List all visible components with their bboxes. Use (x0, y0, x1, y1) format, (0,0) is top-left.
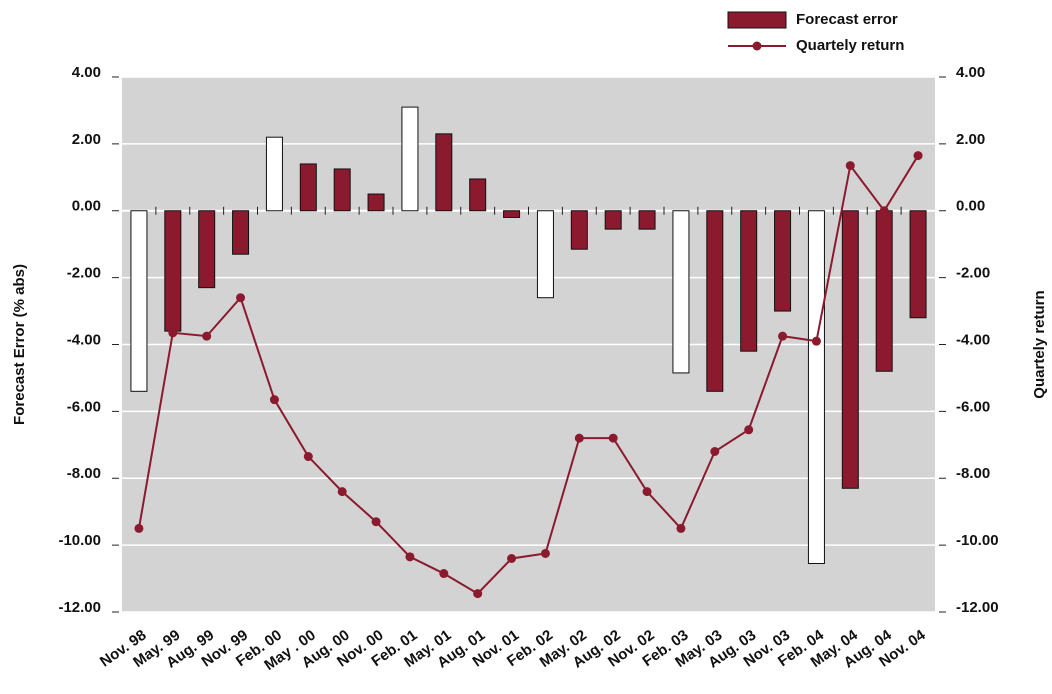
legend-swatch (727, 11, 787, 29)
line-point (845, 161, 855, 171)
y-tick-label: 4.00 (72, 64, 101, 81)
bar (638, 210, 656, 230)
line-point (879, 206, 889, 216)
y2-tick-label: 2.00 (956, 131, 985, 148)
y-tick-label: -10.00 (58, 532, 101, 549)
y-tick-label: -8.00 (67, 465, 101, 482)
line-point (507, 554, 517, 563)
bar (536, 210, 554, 299)
legend-label: Forecast error (796, 11, 898, 28)
line-point (811, 336, 821, 346)
y2-tick-label: -6.00 (956, 398, 990, 415)
y-tick-label: -2.00 (67, 265, 101, 282)
y-tick-label: -4.00 (67, 331, 101, 348)
bar (130, 210, 148, 392)
line-point (574, 433, 584, 443)
bar (706, 210, 724, 392)
line-point (439, 569, 449, 579)
line-point (608, 433, 618, 443)
line-point (642, 487, 652, 497)
y2-tick-label: -4.00 (956, 331, 990, 348)
bar (469, 178, 487, 212)
line-point (269, 395, 279, 405)
bar (435, 133, 453, 212)
y-tick-label: -12.00 (58, 599, 101, 616)
line-point (913, 151, 923, 161)
legend-label: Quartely return (796, 37, 904, 54)
line-point (202, 331, 212, 341)
line (137, 155, 919, 595)
bar (841, 210, 859, 489)
bar (299, 163, 317, 212)
bar (232, 210, 250, 255)
line-point (236, 293, 246, 303)
line-point (744, 425, 754, 435)
bar (164, 210, 182, 332)
line-point (676, 523, 686, 533)
y-tick-label: 2.00 (72, 131, 101, 148)
line-point (540, 548, 550, 558)
y2-tick-label: -10.00 (956, 532, 999, 549)
bar (401, 106, 419, 212)
bar (503, 210, 521, 218)
y2-tick-label: 0.00 (956, 198, 985, 215)
y-axis-title: Forecast Error (% abs) (11, 264, 28, 425)
line-point (371, 517, 381, 527)
legend-swatch-point (752, 41, 762, 51)
line-point (473, 589, 483, 599)
line-point (405, 552, 415, 562)
bar (807, 210, 825, 565)
y2-tick-label: -2.00 (956, 265, 990, 282)
line-point (710, 447, 720, 456)
bar (672, 210, 690, 374)
bar (367, 193, 385, 212)
bar (875, 210, 893, 372)
y2-tick-label: -8.00 (956, 465, 990, 482)
y-tick-label: 0.00 (72, 198, 101, 215)
bar (265, 136, 283, 212)
bar (774, 210, 792, 312)
line-point (778, 331, 788, 341)
y2-tick-label: 4.00 (956, 64, 985, 81)
bar (198, 210, 216, 289)
line-point (134, 523, 144, 533)
y2-tick-label: -12.00 (956, 599, 999, 616)
y-tick-label: -6.00 (67, 398, 101, 415)
line-point (168, 328, 178, 338)
line-point (337, 487, 347, 497)
bar (333, 168, 351, 212)
bar (740, 210, 758, 352)
bar (604, 210, 622, 230)
line-point (303, 452, 313, 462)
y2-axis-title: Quartely return (1031, 290, 1048, 398)
bar (570, 210, 588, 250)
bar (909, 210, 927, 319)
